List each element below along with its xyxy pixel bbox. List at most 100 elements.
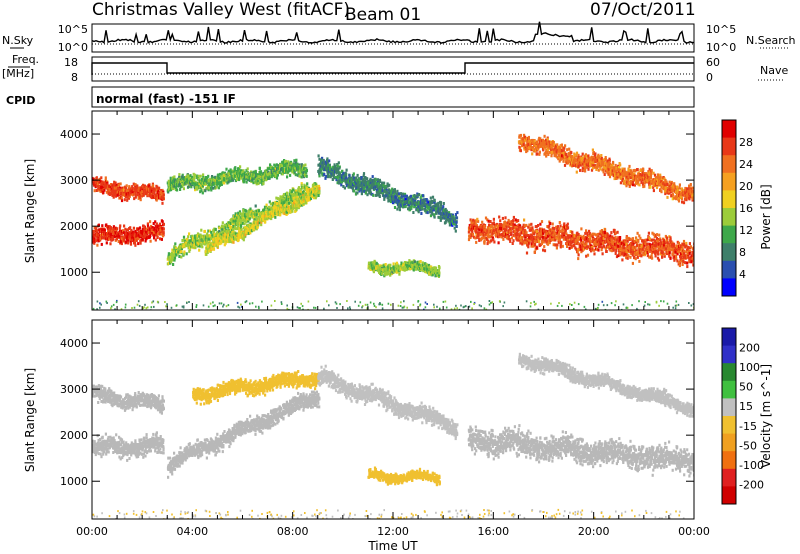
scatter-cell (246, 224, 249, 227)
scatter-cell (394, 265, 397, 269)
scatter-cell (190, 181, 193, 185)
scatter-cell (442, 210, 445, 214)
scatter-cell (159, 237, 162, 241)
scatter-cell (297, 186, 301, 190)
scatter-cell (379, 180, 382, 183)
scatter-cell (228, 169, 231, 173)
scatter-cell (269, 216, 272, 220)
scatter-cell (227, 233, 230, 237)
scatter-cell (388, 193, 391, 197)
scatter-cell (255, 227, 258, 231)
scatter-cell (412, 194, 415, 198)
scatter-cell (207, 188, 210, 192)
scatter-cell (199, 244, 202, 248)
scatter-cell (232, 178, 235, 182)
scatter-cell (413, 199, 416, 203)
scatter-cell (137, 227, 140, 231)
scatter-cell (284, 198, 287, 202)
scatter-cell (181, 179, 184, 182)
scatter-cell (289, 173, 292, 177)
scatter-cell (127, 241, 130, 245)
scatter-cell (256, 178, 259, 182)
scatter-cell (112, 232, 115, 236)
scatter-cell (433, 208, 436, 212)
scatter-cell (416, 194, 419, 198)
scatter-cell (297, 202, 300, 206)
scatter-cell (240, 169, 243, 173)
scatter-cell (257, 175, 261, 179)
scatter-cell (451, 213, 454, 217)
scatter-cell (107, 228, 110, 232)
scatter-cell (182, 252, 186, 256)
scatter-cell (277, 207, 281, 210)
scatter-cell (170, 260, 173, 264)
scatter-cell (204, 235, 207, 239)
scatter-cell (435, 211, 438, 215)
scatter-cell (322, 160, 325, 164)
scatter-cell (209, 234, 212, 238)
scatter-cell (129, 233, 132, 237)
scatter-cell (345, 184, 348, 188)
scatter-cell (97, 188, 100, 192)
scatter-cell (167, 254, 170, 258)
scatter-cell (378, 270, 382, 274)
scatter-cell (144, 230, 148, 234)
scatter-cell (337, 161, 340, 165)
scatter-cell (102, 232, 105, 236)
scatter-cell (197, 174, 200, 178)
scatter-cell (380, 184, 383, 188)
scatter-cell (203, 230, 206, 234)
scatter-cell (146, 224, 150, 228)
scatter-cell (206, 232, 209, 236)
scatter-cell (349, 176, 353, 180)
scatter-cell (351, 178, 354, 182)
freq-unit-label: [MHz] (2, 67, 34, 80)
scatter-cell (426, 211, 429, 215)
scatter-cell (304, 184, 307, 188)
scatter-cell (275, 207, 278, 211)
scatter-cell (230, 179, 233, 183)
scatter-cell (391, 270, 394, 274)
scatter-cell (229, 172, 232, 176)
scatter-cell (200, 228, 203, 232)
scatter-cell (378, 193, 381, 196)
scatter-cell (297, 172, 300, 176)
scatter-cell (117, 190, 120, 194)
scatter-cell (345, 168, 348, 172)
scatter-cell (123, 198, 126, 202)
scatter-cell (192, 179, 195, 182)
scatter-cell (398, 272, 401, 276)
scatter-cell (399, 205, 402, 209)
scatter-cell (105, 223, 108, 227)
scatter-cell (335, 178, 338, 182)
scatter-cell (392, 188, 395, 192)
scatter-cell (431, 212, 434, 216)
scatter-cell (393, 206, 397, 209)
scatter-cell (132, 226, 135, 230)
scatter-cell (255, 209, 258, 213)
scatter-cell (156, 192, 159, 196)
scatter-cell (252, 215, 256, 219)
scatter-cell (245, 175, 248, 179)
scatter-cell (303, 188, 307, 192)
scatter-cell (290, 196, 293, 200)
scatter-cell (455, 224, 458, 228)
scatter-cell (397, 205, 400, 209)
scatter-cell (116, 187, 120, 190)
scatter-cell (120, 232, 123, 235)
scatter-cell (171, 248, 174, 252)
scatter-cell (296, 195, 299, 199)
scatter-cell (95, 184, 98, 187)
scatter-cell (227, 172, 230, 176)
scatter-cell (125, 232, 128, 236)
scatter-cell (245, 228, 248, 231)
scatter-cell (187, 242, 191, 246)
scatter-cell (444, 219, 448, 223)
scatter-cell (383, 189, 386, 193)
scatter-cell (403, 205, 406, 209)
scatter-cell (93, 229, 96, 233)
scatter-cell (273, 172, 276, 176)
scatter-cell (149, 220, 152, 224)
scatter-cell (268, 208, 271, 212)
scatter-cell (353, 189, 356, 193)
